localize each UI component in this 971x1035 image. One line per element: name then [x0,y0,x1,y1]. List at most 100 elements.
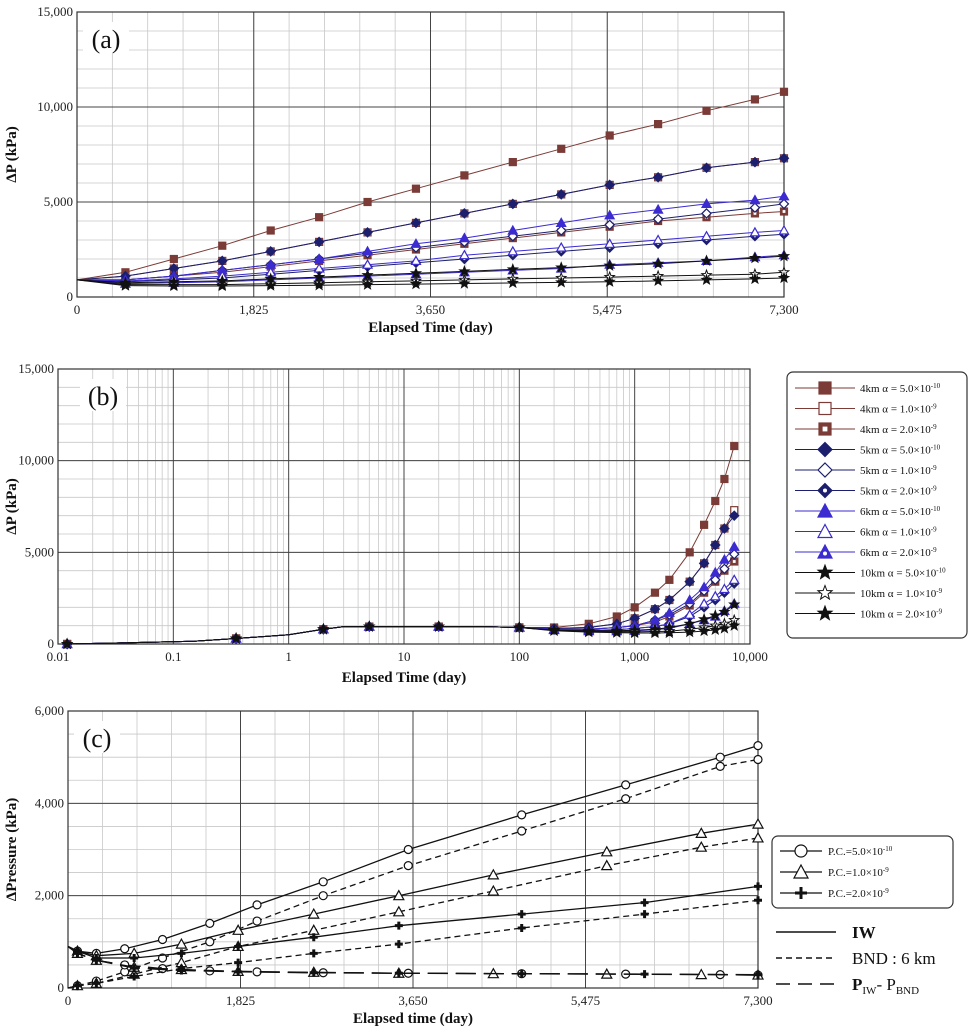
data-point [507,245,519,256]
legend-c-lines: IW BND : 6 km PIW- PBND [776,923,936,997]
data-point [652,171,664,183]
data-point [753,741,763,751]
data-point [313,236,325,248]
data-point [119,279,132,291]
legend-entry: 5km α = 5.0×10-10 [795,441,941,458]
series-line [67,625,735,645]
data-point [130,953,139,962]
x-tick-label: 100 [510,649,530,664]
plot-frame [67,710,759,989]
data-point [749,226,761,237]
data-point [700,520,709,529]
data-point [363,197,372,207]
legend-marker [816,604,834,621]
legend-entry: P.C.=2.0×10-9 [780,887,889,900]
x-tick-label: 3,650 [416,302,445,317]
data-point [403,861,413,871]
data-point [718,553,730,564]
data-point [411,184,421,193]
series-b-5 [61,578,740,650]
legend-entry: PIW- PBND [776,975,919,997]
data-point [392,905,405,917]
plot-frame [57,368,751,645]
chart-panel-b: 0.01 0.1 1 10 100 1,000 10,000 0 5,000 10,000 15,0… [4,361,768,686]
y-tick-label: 15,000 [18,361,54,376]
data-point [728,548,740,560]
data-point [697,624,711,637]
x-tick-label: 1,000 [620,649,649,664]
data-point [749,194,761,205]
data-point [73,949,82,958]
legend-marker [816,563,834,580]
data-point [709,574,721,586]
data-point [665,575,674,584]
data-point [709,539,721,551]
data-point [92,956,101,965]
data-point [229,632,243,644]
data-point [307,907,320,919]
data-point [513,621,526,633]
data-point [458,249,470,260]
y-tick-label: 2,000 [35,888,64,903]
series-line [77,211,785,281]
panel-label-bg [80,379,126,411]
data-point [778,224,790,235]
data-point [630,603,639,612]
legend-label: 6km α = 5.0×10-10 [860,505,941,518]
y-tick-label: 5,000 [44,194,73,209]
legend-marker [792,863,810,879]
data-point [651,257,665,269]
legend-label: 4km α = 5.0×10-10 [860,382,941,395]
data-point [582,625,595,638]
data-point [309,949,318,958]
legend-label: 5km α = 5.0×10-10 [860,444,941,457]
series-c-3 [67,817,765,961]
data-point [517,969,526,978]
series-a-0 [76,87,789,281]
legend-entry: 4km α = 5.0×10-10 [795,381,941,395]
data-point [177,966,186,975]
y-tick-label: 0 [58,980,65,995]
data-point [651,274,665,287]
x-tick-label: 1,825 [239,302,268,317]
data-point [157,934,168,945]
series-c-8 [67,945,762,979]
data-point [700,254,713,267]
data-point [685,548,694,557]
data-point [605,131,614,140]
data-point [507,198,519,210]
data-point [728,510,740,522]
data-point [604,219,616,231]
data-point [700,273,713,286]
data-point [167,279,180,292]
legend-frame [786,371,968,639]
data-point [362,245,374,256]
y-tick-label: 0 [48,636,55,651]
y-tick-label: 10,000 [18,453,54,468]
data-point [307,924,320,935]
y-tick-label: 15,000 [37,4,73,19]
series-line [77,195,785,281]
data-point [719,563,730,575]
data-point [754,882,762,891]
panel-label-bg [83,22,129,54]
data-point [728,574,740,584]
panel-label-bg [74,721,120,753]
x-axis-label: Elapsed time (day) [353,1011,473,1027]
data-point [698,557,710,569]
data-point [318,877,328,887]
data-point [517,923,526,932]
data-point [751,817,765,829]
data-point [392,889,405,901]
x-tick-label: 7,300 [769,302,798,317]
legend-marker [818,381,832,395]
data-point [709,609,722,621]
data-point [487,868,500,880]
data-point [313,278,326,291]
data-point [363,620,376,632]
data-point [410,255,422,265]
series-c-4 [67,831,765,991]
legend-label: 6km α = 1.0×10-9 [860,526,937,539]
legend-marker [817,441,833,458]
